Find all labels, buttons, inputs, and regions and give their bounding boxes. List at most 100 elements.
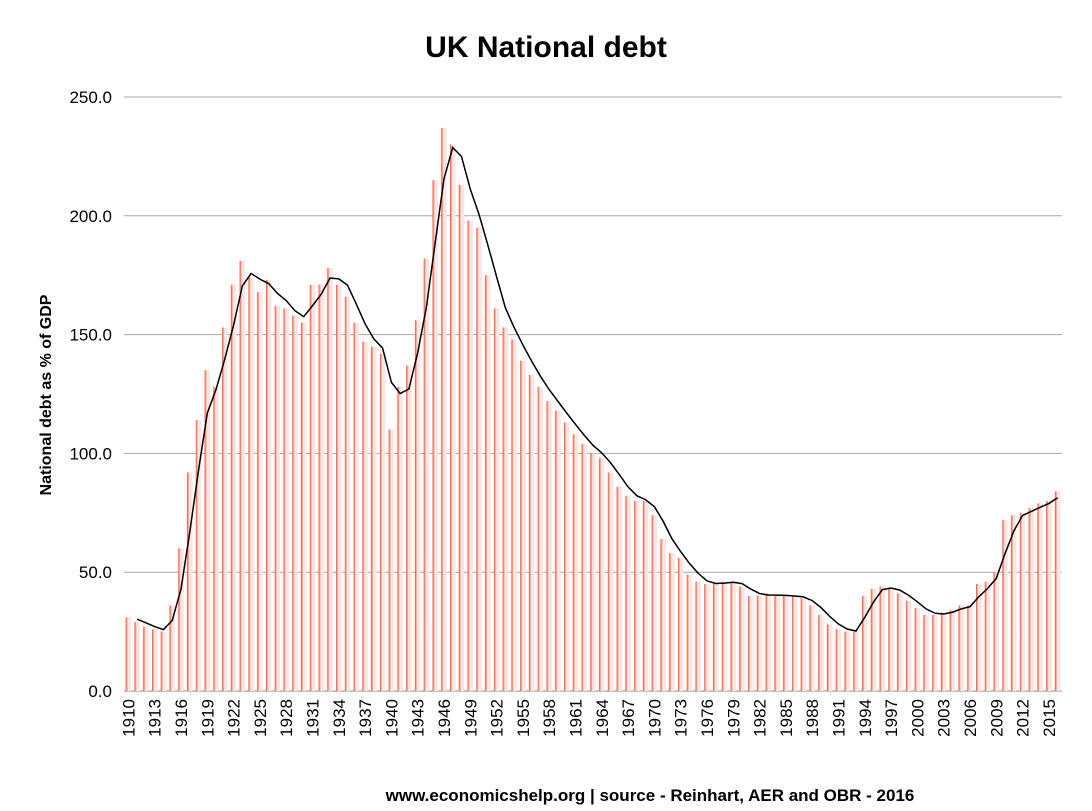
- bar: [993, 572, 999, 691]
- bar: [862, 595, 868, 691]
- bar: [362, 341, 368, 691]
- bar: [300, 322, 307, 691]
- x-tick-label: 1928: [277, 699, 296, 737]
- bar: [1046, 500, 1052, 691]
- y-tick-label: 150.0: [69, 326, 112, 345]
- bar: [826, 624, 833, 691]
- bar: [344, 296, 351, 691]
- x-tick-label: 1991: [829, 699, 848, 737]
- x-tick-label: 1982: [751, 699, 770, 737]
- x-tick-label: 1919: [198, 699, 217, 737]
- bar: [958, 605, 964, 691]
- bar: [371, 346, 377, 691]
- bar: [555, 410, 561, 691]
- bar: [195, 420, 202, 691]
- bar: [730, 581, 736, 691]
- bar: [546, 401, 552, 691]
- x-tick-label: 2006: [961, 699, 980, 737]
- bar: [590, 453, 596, 691]
- x-tick-label: 2000: [908, 699, 927, 737]
- bar: [818, 614, 824, 691]
- bar: [695, 581, 701, 691]
- bar: [756, 595, 763, 691]
- bar: [502, 327, 509, 691]
- source-note: www.economicshelp.org | source - Reinhar…: [385, 786, 915, 805]
- bar: [388, 429, 395, 691]
- bar: [599, 458, 605, 691]
- bar: [292, 315, 298, 691]
- bar: [774, 595, 780, 691]
- x-tick-label: 1934: [330, 699, 349, 737]
- bar: [239, 260, 246, 691]
- bar: [897, 593, 903, 691]
- x-tick-label: 1979: [724, 699, 743, 737]
- x-tick-label: 1952: [488, 699, 507, 737]
- bar: [485, 275, 491, 691]
- y-tick-label: 0.0: [88, 682, 112, 701]
- bar: [879, 586, 886, 691]
- x-tick-label: 1943: [409, 699, 428, 737]
- bar: [704, 584, 710, 691]
- bar: [563, 422, 570, 691]
- bar: [721, 581, 728, 691]
- x-tick-label: 2015: [1040, 699, 1059, 737]
- x-tick-label: 1925: [251, 699, 270, 737]
- bar: [265, 279, 272, 691]
- bar: [187, 472, 193, 691]
- bar: [739, 586, 745, 691]
- bar: [932, 614, 938, 691]
- bar: [441, 127, 447, 691]
- bar: [379, 353, 386, 691]
- x-tick-label: 1970: [645, 699, 664, 737]
- x-tick-label: 1931: [303, 699, 322, 737]
- bar: [143, 626, 149, 691]
- x-tick-label: 1922: [225, 699, 244, 737]
- y-tick-label: 200.0: [69, 207, 112, 226]
- bar: [257, 291, 263, 691]
- bar: [336, 284, 342, 691]
- bar: [450, 144, 456, 691]
- bar: [397, 386, 403, 691]
- bar: [1002, 519, 1008, 691]
- bar: [467, 220, 473, 692]
- bar: [923, 614, 929, 691]
- x-tick-label: 1958: [540, 699, 559, 737]
- bars: [125, 127, 1061, 692]
- bar: [151, 629, 158, 691]
- x-tick-label: 1997: [882, 699, 901, 737]
- x-tick-label: 1946: [435, 699, 454, 737]
- bar: [844, 631, 850, 691]
- bar: [625, 496, 631, 691]
- bar: [406, 365, 412, 691]
- bar: [642, 500, 649, 691]
- bar: [870, 588, 877, 691]
- x-tick-label: 1910: [119, 699, 138, 737]
- bar: [476, 227, 482, 691]
- bar: [493, 308, 500, 691]
- bar: [222, 327, 228, 691]
- bar: [1028, 508, 1035, 691]
- y-axis-label: National debt as % of GDP: [38, 294, 55, 495]
- bar: [432, 180, 438, 691]
- bar: [967, 605, 973, 691]
- bar: [572, 434, 579, 691]
- x-tick-label: 1916: [172, 699, 191, 737]
- bar: [309, 284, 316, 691]
- bar: [607, 472, 614, 691]
- bar: [160, 631, 167, 691]
- bar: [230, 284, 237, 691]
- bar: [125, 617, 132, 691]
- bar: [283, 308, 289, 691]
- bar: [940, 612, 947, 691]
- trend-line: [136, 146, 1059, 632]
- bar: [537, 386, 544, 691]
- x-tick-label: 1961: [566, 699, 585, 737]
- bar: [791, 595, 798, 691]
- x-tick-label: 1994: [856, 699, 875, 737]
- x-tick-label: 1955: [514, 699, 533, 737]
- x-tick-label: 1967: [619, 699, 638, 737]
- bar: [686, 574, 693, 691]
- bar: [414, 320, 421, 691]
- bar: [783, 595, 789, 691]
- bar: [204, 370, 210, 691]
